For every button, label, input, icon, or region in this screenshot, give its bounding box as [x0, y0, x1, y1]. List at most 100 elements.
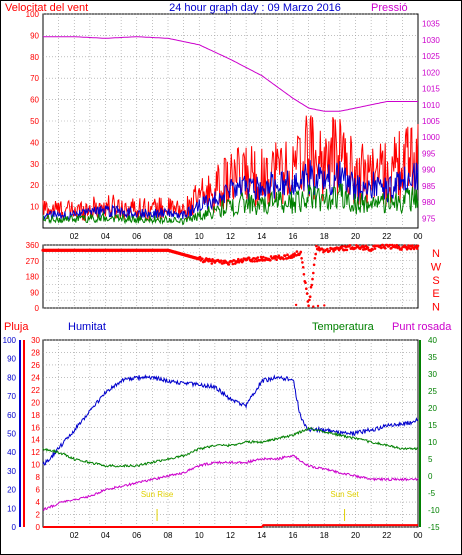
direction-point [312, 263, 316, 267]
direction-point [282, 257, 285, 261]
temperature-y-tick-label: 35 [428, 353, 437, 362]
series-line-temperature [42, 454, 419, 512]
temperature-y-tick-label: 40 [428, 336, 437, 345]
direction-point [415, 247, 419, 250]
direction-point [390, 246, 393, 250]
direction-point [307, 304, 310, 308]
direction-point [308, 295, 312, 299]
humidity-y-tick-label: 50 [7, 430, 16, 439]
direction-point [277, 254, 281, 257]
direction-point [251, 260, 254, 263]
direction-point [203, 260, 206, 263]
wind-chart-x-tick-label: 02 [70, 232, 79, 241]
series-line-rain [43, 524, 418, 528]
humidity-chart-x-tick-label: 00 [414, 531, 423, 540]
wind-chart-x-tick-label: 10 [195, 232, 204, 241]
direction-point [253, 260, 256, 263]
pressure-y-tick-label: 975 [422, 214, 436, 223]
direction-point [400, 248, 403, 251]
rain-y-tick-label: 16 [31, 423, 40, 432]
direction-point [302, 273, 306, 276]
humidity-y-tick-label: 70 [7, 392, 16, 401]
direction-point [295, 250, 299, 253]
direction-point [305, 292, 309, 295]
direction-point [312, 305, 315, 308]
humidity-chart-x-tick-label: 12 [226, 531, 235, 540]
direction-point [198, 255, 202, 259]
direction-point [326, 247, 329, 251]
direction-point [262, 255, 265, 259]
rain-y-tick-label: 8 [36, 473, 41, 482]
humidity-y-tick-label: 60 [7, 411, 16, 420]
pressure-y-tick-label: 995 [422, 149, 436, 158]
direction-point [328, 249, 332, 253]
compass-label: E [432, 288, 439, 300]
direction-point [227, 263, 231, 266]
temperature-y-tick-label: 25 [428, 387, 437, 396]
direction-point [201, 257, 204, 261]
rain-y-tick-label: 20 [31, 398, 40, 407]
direction-point [305, 287, 308, 291]
wind-chart-x-tick-label: 20 [351, 232, 360, 241]
pressure-y-tick-label: 1035 [422, 20, 440, 29]
direction-point [241, 259, 245, 263]
direction-point [316, 304, 320, 308]
direction-point [299, 250, 303, 254]
direction-y-tick-label: 90 [30, 288, 39, 297]
humidity-chart-x-tick-label: 20 [351, 531, 360, 540]
wind-chart-x-tick-label: 08 [164, 232, 173, 241]
direction-point [231, 262, 235, 266]
direction-point [380, 246, 383, 250]
humidity-y-tick-label: 80 [7, 373, 16, 382]
temperature-y-tick-label: 15 [428, 421, 437, 430]
rain-y-tick-label: 30 [31, 336, 40, 345]
direction-point [340, 245, 344, 248]
temperature-label: Temperatura [312, 321, 375, 333]
humidity-chart-x-tick-label: 02 [70, 531, 79, 540]
pressure-y-tick-label: 1005 [422, 117, 440, 126]
direction-point [259, 255, 263, 259]
rain-label: Pluja [4, 321, 29, 333]
wind-chart-x-tick-label: 12 [226, 232, 235, 241]
direction-point [310, 283, 314, 287]
humidity-chart-x-tick-label: 10 [195, 531, 204, 540]
rain-y-tick-label: 12 [31, 448, 40, 457]
direction-point [388, 243, 392, 247]
pressure-y-tick-label: 1000 [422, 133, 440, 142]
wind-chart-x-tick-label: 18 [320, 232, 329, 241]
direction-point [294, 303, 298, 307]
rain-y-tick-label: 18 [31, 411, 40, 420]
wind-chart-x-tick-label: 06 [132, 232, 141, 241]
series-line-temperature [42, 426, 419, 468]
series-line-humidity [42, 373, 419, 466]
direction-point [381, 243, 385, 247]
temperature-y-tick-label: -5 [428, 489, 436, 498]
wind-y-tick-label: 70 [30, 74, 39, 83]
rain-y-tick-label: 2 [36, 511, 41, 520]
direction-point [237, 257, 240, 261]
direction-point [286, 253, 289, 256]
direction-point [308, 298, 311, 302]
wind-y-tick-label: 50 [30, 117, 39, 126]
direction-point [398, 246, 401, 249]
humidity-chart-x-tick-label: 14 [257, 531, 266, 540]
direction-point [311, 277, 314, 281]
pressure-y-tick-label: 990 [422, 166, 436, 175]
wind-speed-axis-label: Velocitat del vent [5, 2, 88, 14]
temperature-y-tick-label: 10 [428, 438, 437, 447]
direction-point [309, 285, 313, 289]
humidity-y-tick-label: 0 [12, 523, 17, 532]
direction-point [301, 261, 304, 264]
direction-point [373, 247, 377, 250]
series-line-3 [42, 183, 419, 226]
wind-chart-x-tick-label: 04 [101, 232, 110, 241]
pressure-y-tick-label: 1025 [422, 52, 440, 61]
direction-point [219, 259, 223, 263]
wind-y-tick-label: 40 [30, 138, 39, 147]
humidity-chart-x-tick-label: 18 [320, 531, 329, 540]
direction-point [383, 247, 387, 250]
wind-y-tick-label: 20 [30, 181, 39, 190]
rain-y-tick-label: 22 [31, 386, 40, 395]
